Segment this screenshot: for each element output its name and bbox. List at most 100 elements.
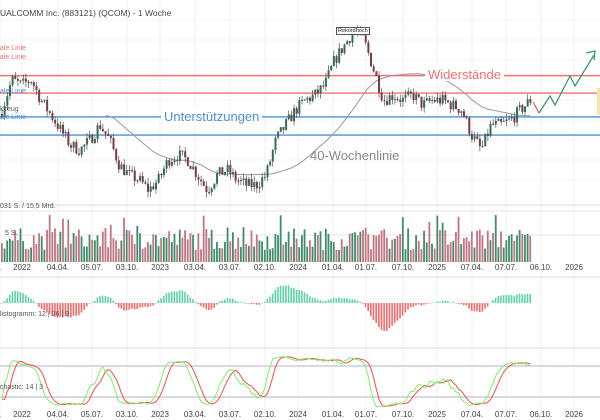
volume-bar	[308, 240, 311, 262]
candle	[104, 131, 107, 134]
x-tick-label: 03.07.	[218, 410, 242, 419]
volume-bar	[316, 235, 319, 262]
volume-bar	[441, 222, 444, 262]
candle	[277, 131, 280, 138]
volume-bar	[56, 243, 59, 262]
x-tick-label: 04.04.	[46, 410, 70, 419]
macd-bar	[194, 302, 197, 303]
volume-bar	[178, 229, 181, 262]
x-tick-label: 2022	[13, 263, 31, 272]
candle	[115, 149, 118, 161]
candle	[56, 123, 59, 129]
macd-bar	[96, 297, 99, 303]
macd-bar	[255, 303, 258, 305]
macd-bar	[316, 299, 319, 303]
volume-bar	[340, 239, 343, 262]
macd-bar	[492, 300, 494, 303]
candle	[370, 52, 373, 67]
macd-bar	[529, 294, 531, 303]
x-tick-label: 2024	[289, 410, 307, 419]
macd-bar	[447, 301, 449, 303]
volume-bar	[332, 242, 335, 262]
volume-bar	[27, 249, 30, 262]
volume-bar	[354, 232, 356, 262]
macd-bar	[173, 291, 176, 303]
x-tick-label: 05.07.	[80, 410, 104, 419]
volume-bar	[205, 229, 208, 262]
macd-bar	[348, 299, 351, 303]
support-label: Unterstützungen	[161, 110, 263, 123]
candle	[510, 117, 513, 119]
candle	[314, 89, 317, 95]
macd-bar	[139, 303, 141, 308]
candle	[123, 164, 126, 175]
candle	[425, 98, 428, 101]
candle	[255, 181, 258, 189]
x-tick-label: 01.04.	[321, 410, 345, 419]
macd-bar	[476, 303, 478, 312]
candle	[476, 136, 479, 139]
candle	[48, 111, 51, 113]
volume-bar	[468, 241, 471, 262]
candle	[468, 117, 471, 134]
x-tick-label: 01.07.	[354, 410, 378, 419]
macd-bar	[478, 303, 481, 312]
candle	[62, 124, 65, 134]
candle	[147, 183, 150, 192]
volume-bar	[510, 234, 513, 262]
candle	[133, 170, 136, 182]
candle	[516, 107, 519, 123]
volume-bar	[184, 230, 186, 262]
candle	[178, 150, 181, 162]
macd-bar	[178, 290, 181, 303]
volume-bar	[327, 233, 330, 262]
macd-bar	[189, 297, 192, 303]
volume-bar	[524, 234, 526, 262]
volume-bar	[99, 246, 102, 262]
candle	[420, 96, 423, 108]
x-tick-label: 03.04.	[183, 410, 207, 419]
macd-bar	[505, 295, 508, 303]
volume-bar	[330, 241, 333, 262]
candle	[242, 178, 245, 180]
macd-bar	[131, 303, 133, 309]
volume-bar	[107, 247, 109, 262]
volume-bar	[478, 229, 481, 262]
volume-bar	[486, 230, 489, 262]
volume-bar	[218, 248, 221, 262]
macd-bar	[364, 303, 367, 307]
candle	[229, 164, 232, 175]
macd-bar	[16, 291, 19, 303]
volume-bar	[425, 242, 428, 262]
candle	[372, 66, 375, 72]
volume-bar	[375, 235, 378, 262]
volume-bar	[367, 234, 370, 262]
volume-bar	[401, 217, 404, 262]
volume-bar	[460, 244, 463, 262]
macd-bar	[433, 302, 436, 304]
macd-bar	[59, 303, 62, 317]
volume-bar	[237, 237, 240, 262]
macd-bar	[35, 303, 38, 304]
resistance-label: Widerstände	[425, 68, 504, 81]
candle	[311, 94, 314, 102]
candle	[258, 186, 261, 189]
macd-bar	[301, 290, 303, 303]
candle	[80, 146, 83, 155]
candle	[144, 182, 147, 184]
candle	[282, 127, 285, 130]
macd-bar	[510, 295, 513, 303]
candle	[224, 172, 227, 175]
volume-bar	[378, 234, 380, 262]
volume-bar	[85, 246, 88, 262]
x-tick-label: 2023	[151, 263, 169, 272]
volume-bar	[224, 241, 226, 262]
macd-bar	[271, 293, 274, 303]
candle	[489, 123, 492, 136]
candle	[109, 135, 112, 138]
candle	[301, 99, 304, 101]
volume-bars	[1, 215, 532, 262]
volume-bar	[59, 231, 62, 262]
macd-bar	[319, 300, 322, 303]
